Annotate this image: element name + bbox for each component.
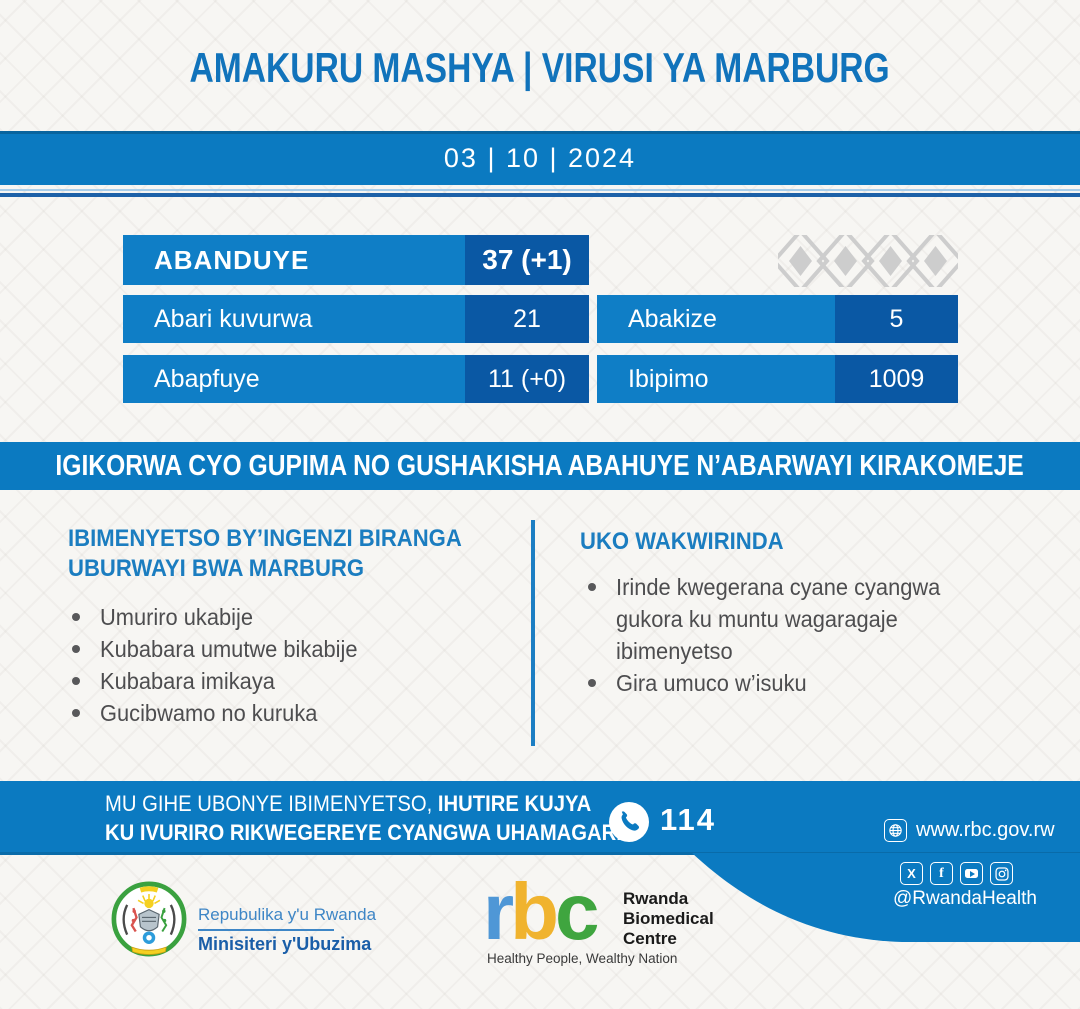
stat-label: Abari kuvurwa	[123, 295, 465, 343]
stat-label: Abakize	[597, 295, 835, 343]
prevention-heading: UKO WAKWIRINDA	[580, 528, 784, 555]
rbc-letter-c: c	[555, 867, 599, 956]
testing-banner: IGIKORWA CYO GUPIMA NO GUSHAKISHA ABAHUY…	[0, 442, 1080, 490]
rbc-tagline: Healthy People, Wealthy Nation	[487, 951, 678, 966]
ministry-lockup: Repubulika y'u Rwanda Minisiteri y'Ubuzi…	[198, 905, 376, 955]
stat-value: 11 (+0)	[465, 355, 589, 403]
stat-row-abari-kuvurwa: Abari kuvurwa 21	[123, 295, 589, 343]
stat-value: 21	[465, 295, 589, 343]
date-bar: 03 | 10 | 2024	[0, 131, 1080, 185]
list-item: Umuriro ukabije	[70, 601, 520, 633]
ministry-name: Minisiteri y'Ubuzima	[198, 934, 372, 954]
x-icon[interactable]: X	[900, 862, 923, 885]
symptoms-list: Umuriro ukabije Kubabara umutwe bikabije…	[70, 601, 520, 729]
list-item: Kubabara umutwe bikabije	[70, 633, 520, 665]
list-item: Kubabara imikaya	[70, 665, 520, 697]
stat-label: ABANDUYE	[123, 235, 465, 285]
stat-row-abapfuye: Abapfuye 11 (+0)	[123, 355, 589, 403]
symptoms-heading: IBIMENYETSO BY’INGENZI BIRANGA UBURWAYI …	[68, 525, 462, 582]
website-row: www.rbc.gov.rw	[884, 819, 1055, 842]
social-icons: X f	[900, 862, 1013, 885]
hotline-number[interactable]: 114	[660, 802, 717, 837]
phone-icon	[609, 802, 649, 842]
imigongo-pattern-decoration	[778, 235, 958, 287]
hotline-band	[0, 781, 1080, 855]
government-name: Repubulika y'u Rwanda	[198, 905, 377, 924]
list-item: Irinde kwegerana cyane cyangwa gukora ku…	[586, 571, 1026, 667]
stat-value: 37 (+1)	[465, 235, 589, 285]
stat-label: Ibipimo	[597, 355, 835, 403]
swoosh-shape	[692, 853, 1080, 942]
rwanda-coat-of-arms	[111, 881, 187, 957]
facebook-icon[interactable]: f	[930, 862, 953, 885]
testing-banner-text: IGIKORWA CYO GUPIMA NO GUSHAKISHA ABAHUY…	[55, 449, 1025, 482]
list-item: Gucibwamo no kuruka	[70, 697, 520, 729]
lockup-divider	[198, 929, 334, 931]
list-item: Gira umuco w’isuku	[586, 667, 1026, 699]
page-title-text: AMAKURU MASHYA | VIRUSI YA MARBURG	[189, 44, 891, 91]
rbc-letter-r: r	[483, 867, 514, 956]
stat-value: 1009	[835, 355, 958, 403]
page-title: AMAKURU MASHYA | VIRUSI YA MARBURG	[0, 44, 1080, 92]
rbc-logo: rbc	[483, 872, 599, 952]
stat-label: Abapfuye	[123, 355, 465, 403]
date-text: 03 | 10 | 2024	[443, 142, 637, 173]
column-divider	[531, 520, 535, 746]
globe-icon	[884, 819, 907, 842]
instagram-icon[interactable]	[990, 862, 1013, 885]
rbc-name: Rwanda Biomedical Centre	[623, 889, 714, 948]
divider-line-light	[0, 189, 1080, 191]
hotline-message: MU GIHE UBONYE IBIMENYETSO, IHUTIRE KUJY…	[105, 791, 630, 845]
youtube-icon[interactable]	[960, 862, 983, 885]
prevention-list: Irinde kwegerana cyane cyangwa gukora ku…	[586, 571, 1026, 699]
rbc-letter-b: b	[510, 867, 559, 956]
stat-row-ibipimo: Ibipimo 1009	[597, 355, 958, 403]
stat-row-abakize: Abakize 5	[597, 295, 958, 343]
stat-value: 5	[835, 295, 958, 343]
stat-row-abanduye: ABANDUYE 37 (+1)	[123, 235, 589, 285]
social-handle[interactable]: @RwandaHealth	[893, 888, 1037, 909]
website-link[interactable]: www.rbc.gov.rw	[916, 819, 1055, 841]
divider-line-navy	[0, 193, 1080, 197]
